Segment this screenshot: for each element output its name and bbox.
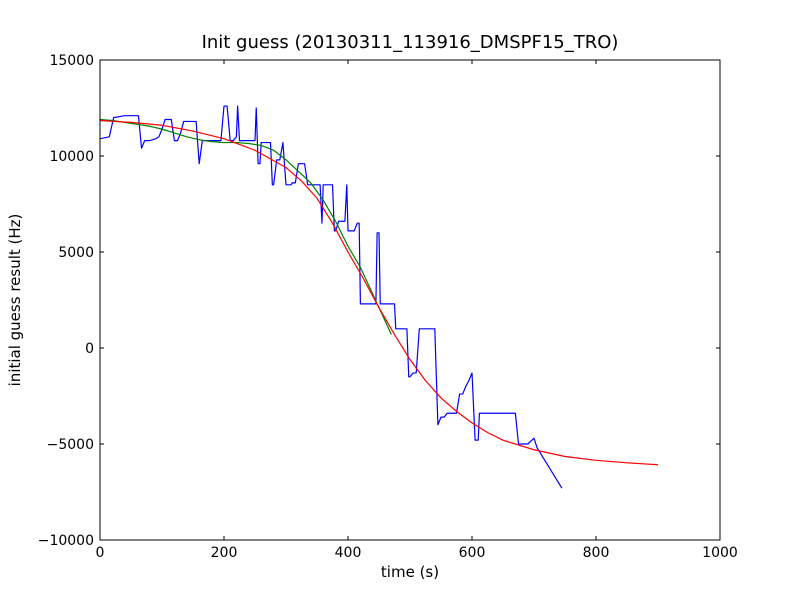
x-tick-label: 1000 bbox=[702, 545, 738, 561]
y-tick-label: −10000 bbox=[38, 533, 94, 549]
x-tick-label: 200 bbox=[211, 545, 238, 561]
y-tick-label: −5000 bbox=[47, 437, 94, 453]
y-axis-label: initial guess result (Hz) bbox=[6, 214, 24, 387]
x-tick-label: 800 bbox=[583, 545, 610, 561]
y-tick-label: 10000 bbox=[49, 149, 94, 165]
series-line-2 bbox=[100, 118, 392, 335]
series-line-3 bbox=[100, 119, 659, 466]
series-layer bbox=[100, 105, 659, 489]
x-axis-label: time (s) bbox=[381, 563, 439, 581]
plot-frame bbox=[99, 59, 721, 541]
chart-title: Init guess (20130311_113916_DMSPF15_TRO) bbox=[202, 32, 619, 53]
x-tick-label: 0 bbox=[96, 545, 105, 561]
x-tick-label: 600 bbox=[459, 545, 486, 561]
y-tick-label: 15000 bbox=[49, 53, 94, 69]
y-tick-label: 5000 bbox=[58, 245, 94, 261]
tick-layer: 0 200 400 600 800 1000 −10000 −5000 0 5000 10000 15… bbox=[38, 53, 738, 561]
plot-area bbox=[100, 60, 720, 540]
y-tick-label: 0 bbox=[85, 341, 94, 357]
x-tick-label: 400 bbox=[335, 545, 362, 561]
